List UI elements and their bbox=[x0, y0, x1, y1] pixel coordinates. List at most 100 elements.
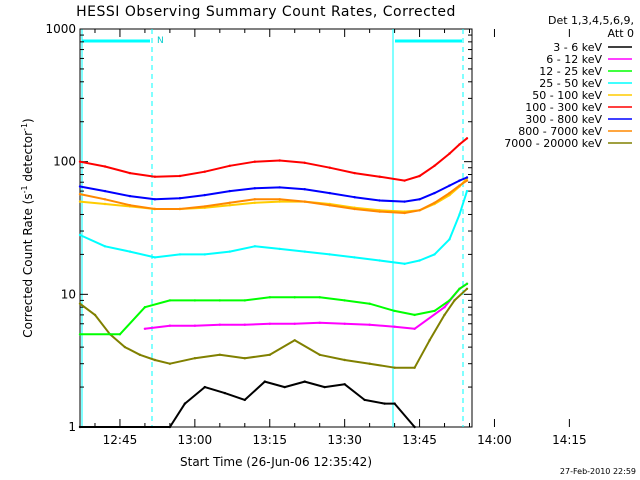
data-point bbox=[303, 200, 306, 203]
data-point bbox=[128, 171, 132, 175]
data-point bbox=[403, 179, 406, 182]
data-point bbox=[428, 339, 431, 342]
data-point bbox=[368, 302, 371, 305]
data-point bbox=[243, 299, 246, 302]
y-tick-label: 100 bbox=[53, 155, 76, 169]
data-point bbox=[153, 358, 157, 362]
data-point bbox=[228, 204, 231, 207]
y-axis-label: Corrected Count Rate (s-1 detector-1) bbox=[20, 118, 35, 337]
data-point bbox=[118, 333, 122, 336]
data-point bbox=[353, 196, 356, 199]
legend-header-line1: Det 1,3,4,5,6,9, bbox=[548, 14, 634, 27]
data-point bbox=[433, 253, 436, 256]
x-axis-label: Start Time (26-Jun-06 12:35:42) bbox=[180, 455, 372, 469]
data-point bbox=[203, 385, 206, 389]
data-point bbox=[403, 200, 406, 203]
legend-item-label: 6 - 12 keV bbox=[546, 53, 602, 66]
data-point bbox=[93, 313, 97, 317]
legend-item-label: 12 - 25 keV bbox=[539, 65, 602, 78]
data-point bbox=[465, 137, 469, 140]
data-point bbox=[413, 366, 416, 369]
x-tick-label: 12:45 bbox=[103, 433, 138, 447]
data-point bbox=[443, 306, 446, 309]
data-point bbox=[218, 323, 221, 326]
data-point bbox=[433, 191, 436, 195]
data-point bbox=[328, 191, 331, 195]
data-point bbox=[403, 262, 406, 265]
data-point bbox=[228, 250, 231, 253]
data-point bbox=[218, 299, 221, 302]
series-layer bbox=[78, 137, 469, 429]
data-point bbox=[465, 287, 469, 290]
night-marker-label: N bbox=[157, 36, 164, 46]
y-axis: 1 10 100 1000 bbox=[45, 22, 472, 434]
data-point bbox=[153, 207, 157, 211]
data-point bbox=[278, 198, 281, 201]
y-tick-label: 1000 bbox=[45, 22, 76, 36]
legend-item-label: 7000 - 20000 keV bbox=[504, 137, 602, 150]
data-point bbox=[268, 296, 271, 299]
data-point bbox=[448, 191, 451, 195]
data-point bbox=[253, 245, 256, 248]
data-point bbox=[278, 200, 281, 203]
series-line-100-300kev bbox=[79, 137, 468, 182]
data-point bbox=[283, 385, 286, 389]
data-point bbox=[128, 204, 132, 207]
data-point bbox=[458, 287, 461, 290]
data-point bbox=[143, 327, 147, 330]
x-tick-label: 13:15 bbox=[252, 433, 287, 447]
data-point bbox=[368, 362, 371, 365]
chart-title: HESSI Observing Summary Count Rates, Cor… bbox=[76, 4, 456, 20]
data-point bbox=[343, 383, 346, 386]
data-point bbox=[78, 185, 82, 188]
data-point bbox=[193, 324, 197, 327]
data-point bbox=[323, 385, 326, 389]
legend-item-label: 25 - 50 keV bbox=[539, 77, 602, 90]
data-point bbox=[465, 282, 469, 285]
observing-state-markers: N bbox=[81, 29, 464, 427]
series-line-6-12kev bbox=[144, 282, 468, 330]
data-point bbox=[363, 398, 366, 402]
data-point bbox=[465, 189, 469, 193]
data-point bbox=[393, 366, 396, 369]
data-point bbox=[78, 233, 82, 237]
data-point bbox=[303, 161, 306, 164]
data-point bbox=[243, 357, 246, 360]
data-point bbox=[228, 189, 231, 193]
data-point bbox=[153, 256, 157, 259]
data-point bbox=[78, 192, 82, 196]
data-point bbox=[433, 164, 436, 167]
data-point bbox=[228, 201, 231, 204]
data-point bbox=[138, 353, 142, 356]
x-tick-label: 14:15 bbox=[552, 433, 587, 447]
series-line-12-25kev bbox=[80, 282, 468, 336]
data-point bbox=[78, 302, 82, 305]
data-point bbox=[393, 402, 396, 405]
data-point bbox=[343, 322, 346, 325]
data-point bbox=[448, 299, 451, 302]
data-point bbox=[393, 309, 396, 313]
data-point bbox=[458, 184, 461, 187]
x-tick-label: 13:00 bbox=[178, 433, 213, 447]
data-point bbox=[393, 325, 396, 328]
data-point bbox=[168, 324, 172, 327]
data-point bbox=[448, 184, 451, 187]
data-point bbox=[153, 198, 157, 201]
data-point bbox=[123, 345, 127, 349]
data-point bbox=[253, 187, 256, 190]
series-line-3-6kev bbox=[80, 380, 416, 428]
data-point bbox=[178, 253, 182, 256]
data-point bbox=[418, 198, 421, 201]
x-tick-label: 13:30 bbox=[327, 433, 362, 447]
x-axis: 12:45 13:00 13:15 13:30 13:45 14:00 14:15 bbox=[94, 29, 587, 447]
data-point bbox=[328, 253, 331, 256]
data-point bbox=[268, 353, 271, 356]
data-point bbox=[465, 179, 469, 182]
data-point bbox=[378, 199, 381, 202]
data-point bbox=[153, 175, 157, 178]
data-point bbox=[183, 402, 187, 405]
data-point bbox=[433, 309, 436, 313]
data-point bbox=[203, 205, 206, 208]
data-point bbox=[303, 380, 306, 383]
